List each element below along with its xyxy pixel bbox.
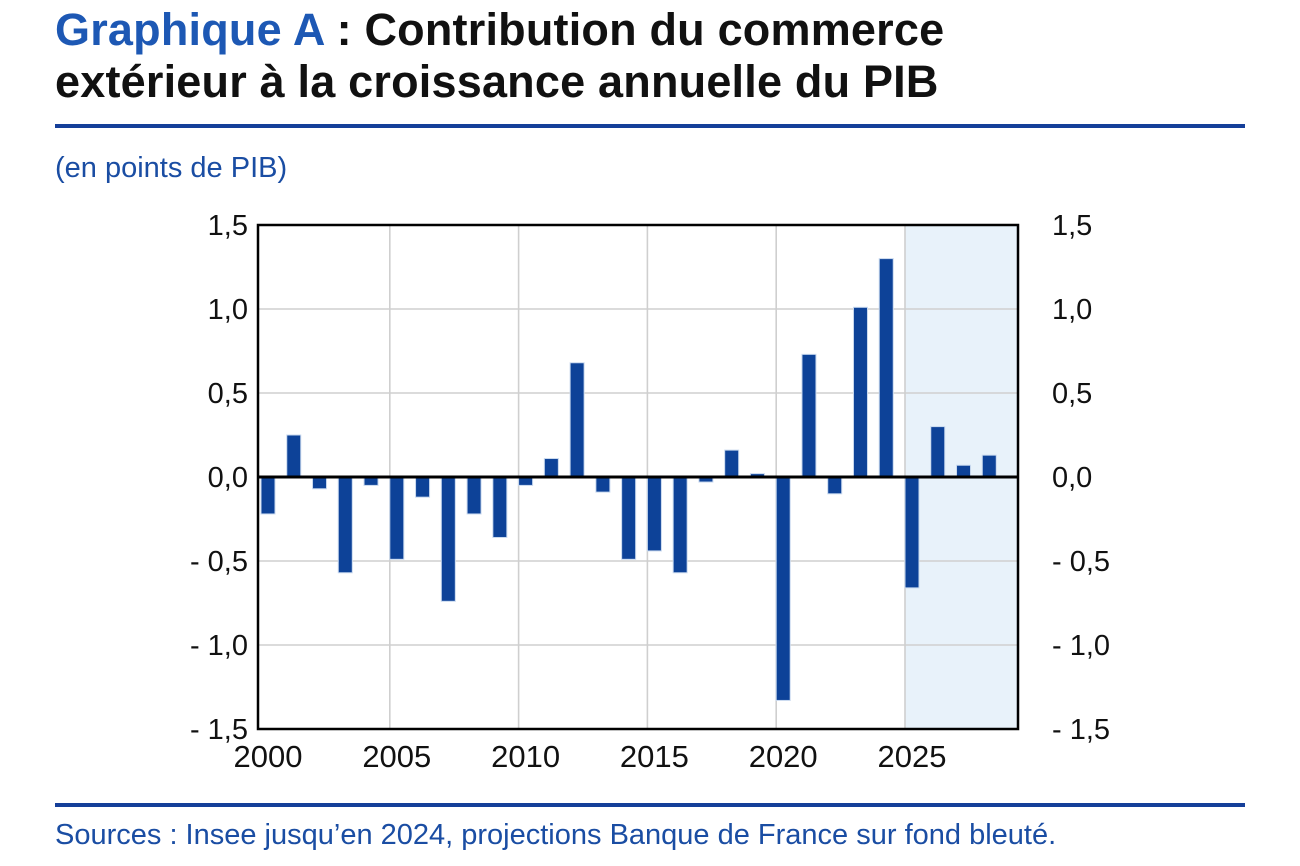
- y-axis-label-right: - 1,0: [1052, 630, 1110, 662]
- bar-2028: [981, 454, 997, 478]
- x-axis-label: 2025: [878, 739, 947, 774]
- bar-2000: [260, 476, 276, 515]
- bar-2006: [415, 476, 431, 498]
- y-axis-label-right: 0,5: [1052, 378, 1092, 410]
- bar-2027: [956, 464, 972, 478]
- y-axis-label-right: 0,0: [1052, 462, 1092, 494]
- chart-unit-label: (en points de PIB): [55, 152, 288, 184]
- bar-2012: [569, 362, 585, 478]
- bar-2021: [801, 353, 817, 478]
- bar-2005: [389, 476, 405, 560]
- sources-divider: [55, 803, 1245, 807]
- x-axis-label: 2015: [620, 739, 689, 774]
- plot-frame: [256, 223, 1020, 731]
- title-divider: [55, 124, 1245, 128]
- y-axis-label-left: 1,5: [208, 210, 248, 242]
- y-axis-label-right: 1,0: [1052, 294, 1092, 326]
- y-axis-label-left: 1,0: [208, 294, 248, 326]
- bar-2020: [775, 476, 791, 701]
- bar-2013: [595, 476, 611, 493]
- y-axis-label-left: - 1,5: [190, 714, 248, 746]
- bar-2011: [543, 458, 559, 478]
- bar-2018: [724, 449, 740, 478]
- title-graphique-label: Graphique A: [55, 4, 324, 55]
- title-line2-text: extérieur à la croissance annuelle du PI…: [55, 56, 939, 107]
- y-axis-label-left: - 1,0: [190, 630, 248, 662]
- y-axis-label-right: - 1,5: [1052, 714, 1110, 746]
- sources-note: Sources : Insee jusqu’en 2024, projectio…: [55, 819, 1057, 851]
- x-axis-label: 2000: [234, 739, 303, 774]
- bar-2026: [930, 426, 946, 478]
- bar-2025: [904, 476, 920, 589]
- x-axis-label: 2020: [749, 739, 818, 774]
- bar-2008: [466, 476, 482, 515]
- bar-2023: [852, 306, 868, 478]
- title-line1-text: : Contribution du commerce: [323, 4, 945, 55]
- y-axis-label-right: - 0,5: [1052, 546, 1110, 578]
- x-axis-label: 2005: [362, 739, 431, 774]
- bar-2009: [492, 476, 508, 538]
- bar-2001: [286, 434, 302, 478]
- y-axis-label-left: 0,0: [208, 462, 248, 494]
- title-line1: Graphique A : Contribution du commerce: [55, 4, 1255, 56]
- bar-2007: [440, 476, 456, 602]
- bar-2002: [312, 476, 328, 490]
- bar-2003: [337, 476, 353, 574]
- bar-2014: [621, 476, 637, 560]
- bar-2024: [878, 258, 894, 478]
- x-axis-label: 2010: [491, 739, 560, 774]
- bar-2016: [672, 476, 688, 574]
- y-axis-label-right: 1,5: [1052, 210, 1092, 242]
- y-axis-label-left: - 0,5: [190, 546, 248, 578]
- bar-2022: [827, 476, 843, 495]
- bar-2015: [646, 476, 662, 552]
- page-title: Graphique A : Contribution du commerce e…: [55, 4, 1255, 108]
- y-axis-label-left: 0,5: [208, 378, 248, 410]
